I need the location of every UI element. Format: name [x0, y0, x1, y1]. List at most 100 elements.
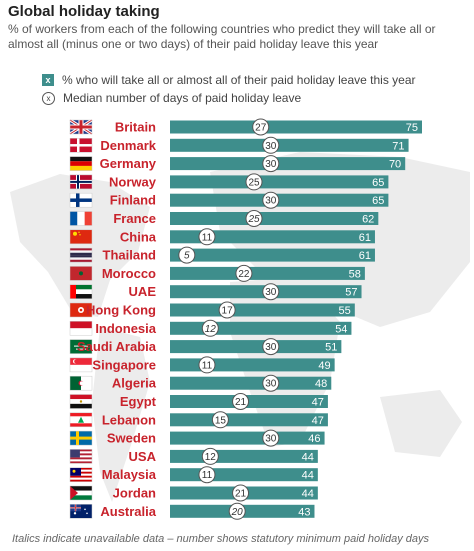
median-value-label: 30: [265, 196, 277, 207]
flag-denmark: [69, 138, 93, 153]
median-value-label: 30: [265, 141, 277, 152]
flag-emblem: [78, 231, 80, 233]
category-label: Britain: [115, 120, 156, 135]
flag-border: [69, 211, 93, 226]
flag-emblem: [79, 308, 83, 312]
flag-part: [70, 211, 78, 226]
median-marker: [178, 246, 196, 264]
flag-part: [70, 284, 92, 290]
category-label: Singapore: [92, 357, 156, 372]
flag-border: [69, 430, 93, 446]
flag-part: [70, 495, 92, 500]
median-marker: [245, 173, 263, 191]
chart-row: Germany 70 30: [69, 155, 406, 173]
flag-border: [69, 375, 93, 391]
bar: [170, 157, 406, 171]
median-value-label: 15: [215, 415, 227, 426]
median-value-label: 30: [265, 342, 277, 353]
category-label: Algeria: [112, 376, 157, 391]
flag-border: [69, 467, 93, 482]
flag-usa: [69, 449, 93, 464]
median-value-label: 17: [222, 306, 234, 317]
flag-part: [70, 229, 92, 244]
flag-emblem: [84, 508, 86, 511]
median-value-label: 25: [247, 214, 260, 225]
flag-border: [69, 266, 93, 281]
flag-part: [70, 449, 80, 458]
category-label: Egypt: [120, 394, 157, 409]
median-marker: [262, 191, 280, 209]
bar-value-label: 44: [302, 488, 314, 500]
flag-part: [70, 490, 92, 496]
median-value-label: 21: [235, 397, 247, 408]
bar-value-label: 44: [302, 451, 314, 463]
median-marker: [235, 264, 253, 282]
median-marker: [198, 356, 216, 374]
category-label: Saudi Arabia: [77, 339, 157, 354]
median-value-label: 12: [205, 452, 217, 463]
bar-value-label: 51: [325, 342, 337, 354]
flag-part: [75, 504, 76, 512]
bar-value-label: 48: [315, 378, 327, 390]
flag-uae: [69, 284, 93, 299]
flag-border: [69, 302, 93, 318]
category-label: USA: [129, 449, 157, 464]
category-label: Indonesia: [95, 321, 156, 336]
bar-value-label: 44: [302, 470, 314, 482]
flag-emblem: [74, 359, 78, 364]
flag-part: [70, 486, 92, 491]
flag-border: [69, 174, 93, 190]
median-value-label: 25: [248, 177, 260, 188]
flag-emblem: [73, 512, 77, 515]
flag-part: [70, 259, 92, 263]
flag-part: [81, 376, 92, 391]
bar-value-label: 47: [312, 397, 324, 409]
category-label: France: [113, 211, 156, 226]
flag-part: [70, 180, 92, 183]
chart-row: Hong Kong 55 17: [69, 301, 355, 319]
chart-row: USA 44 12: [69, 447, 318, 465]
flag-border: [69, 229, 93, 245]
flag-part: [70, 455, 92, 458]
chart-row: Sweden 46 30: [69, 429, 325, 447]
median-value-label: 30: [265, 434, 277, 445]
map-oceania: [380, 390, 462, 457]
median-value-label: 11: [202, 232, 213, 243]
flag-part: [70, 376, 81, 391]
median-marker: [262, 374, 280, 392]
flag-part: [70, 475, 92, 478]
category-label: Jordan: [113, 486, 156, 501]
chart-row: Indonesia 54 12: [69, 319, 352, 337]
bar-value-label: 46: [308, 433, 320, 445]
median-marker: [201, 447, 219, 465]
map-south-america: [92, 327, 150, 502]
flag-part: [70, 457, 92, 460]
flag-emblem: [79, 271, 83, 276]
flag-emblem: [79, 234, 81, 236]
flag-emblem: [72, 469, 76, 473]
median-marker: [201, 319, 219, 337]
flag-emblem: [73, 231, 77, 236]
bar: [170, 340, 342, 354]
flag-germany: [69, 156, 93, 171]
median-marker: [262, 136, 280, 154]
bar: [170, 358, 335, 372]
category-label: Norway: [109, 174, 157, 189]
median-marker: [232, 393, 250, 410]
flag-part: [79, 120, 83, 134]
chart-row: UAE 57 30: [69, 283, 362, 301]
flag-part: [70, 294, 92, 299]
bar: [170, 175, 389, 189]
flag-part: [70, 165, 92, 171]
median-marker: [262, 429, 280, 447]
flag-australia: [69, 504, 93, 519]
flag-part: [70, 328, 92, 336]
flag-part: [70, 357, 92, 365]
median-marker: [228, 502, 246, 520]
bar: [170, 468, 318, 482]
median-value-label: 30: [265, 379, 277, 390]
flag-border: [69, 412, 93, 428]
median-marker: [232, 484, 250, 502]
flag-part: [70, 289, 92, 295]
legend-row-circles: x Median number of days of paid holiday …: [42, 89, 416, 107]
